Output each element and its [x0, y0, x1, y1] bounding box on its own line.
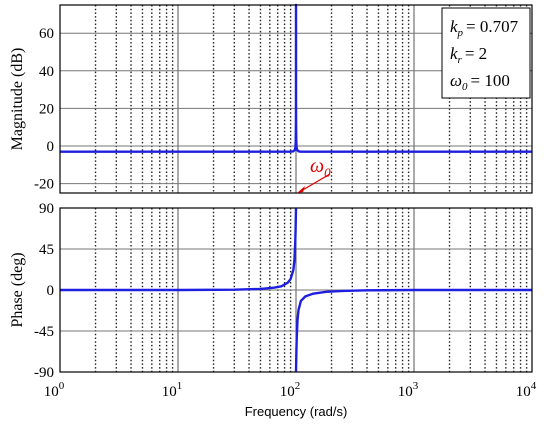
magnitude-y-tick-label: 0: [47, 139, 55, 155]
phase-series: [60, 207, 532, 373]
phase-y-tick-label: -90: [34, 365, 54, 381]
phase-panel: 90 45 0 -45 -90 Phase (deg): [9, 201, 533, 381]
phase-line-series-0: [60, 207, 532, 373]
magnitude-y-tick-label: 60: [39, 26, 54, 42]
phase-y-ticks: 90 45 0 -45 -90: [34, 201, 54, 381]
phase-y-tick-label: 0: [47, 283, 55, 299]
x-tick-label: 100: [44, 380, 65, 400]
x-tick-label: 104: [516, 380, 537, 400]
omega0-annotation: ω0: [297, 155, 331, 193]
magnitude-y-axis-label: Magnitude (dB): [9, 48, 26, 151]
x-tick-label: 101: [162, 380, 183, 400]
phase-y-tick-label: 45: [39, 242, 54, 258]
x-axis-label: Frequency (rad/s): [245, 404, 348, 419]
parameter-list: kp = 0.707 kr = 2 ω0 = 100: [450, 17, 519, 93]
annotation-arrow-line: [300, 173, 331, 192]
phase-plot-frame: [59, 207, 533, 373]
phase-y-axis-label: Phase (deg): [9, 252, 26, 327]
parameter-box-frame: [441, 7, 531, 99]
parameter-box: kp = 0.707 kr = 2 ω0 = 100: [441, 7, 531, 99]
magnitude-y-ticks: 60 40 20 0 -20: [34, 26, 54, 192]
magnitude-y-tick-label: 20: [39, 101, 54, 117]
phase-y-tick-label: 90: [39, 201, 54, 217]
annotation-label: ω0: [310, 155, 331, 180]
frequency-x-ticks: 100 101 102 103 104: [44, 380, 537, 400]
phase-y-tick-label: -45: [34, 324, 54, 340]
parameter-ω0: ω0 = 100: [450, 71, 510, 93]
magnitude-y-tick-label: -20: [34, 177, 54, 193]
magnitude-plot-frame: [59, 4, 533, 194]
x-tick-label: 102: [280, 380, 301, 400]
x-tick-label: 103: [398, 380, 419, 400]
parameter-kp: kp = 0.707: [450, 17, 519, 39]
magnitude-y-tick-label: 40: [39, 64, 54, 80]
annotation-arrow-head: [297, 186, 305, 193]
parameter-kr: kr = 2: [450, 44, 487, 66]
